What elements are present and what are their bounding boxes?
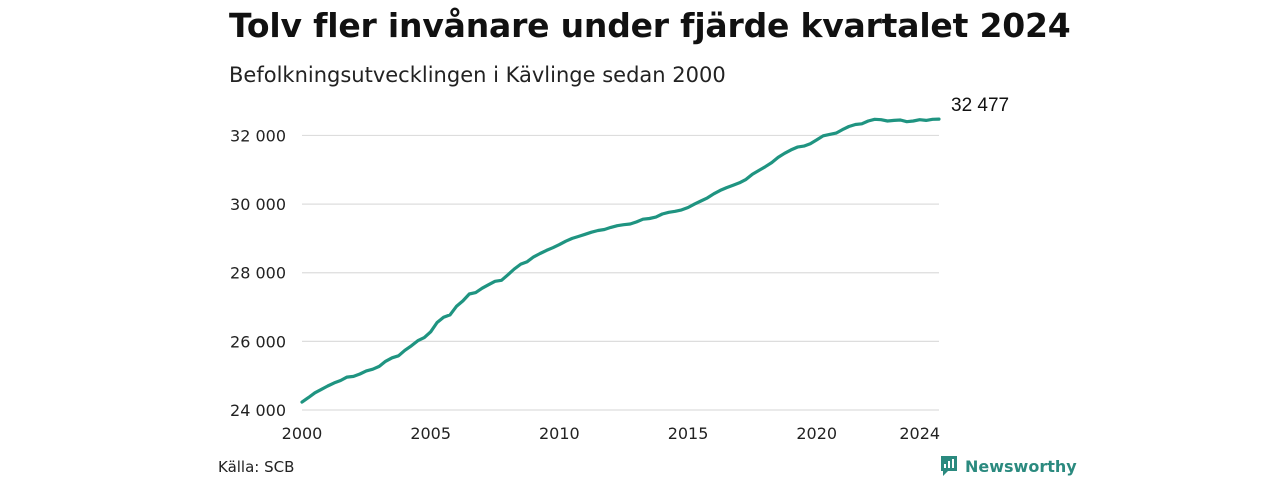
population-line <box>300 117 941 404</box>
y-tick-label: 28 000 <box>230 264 286 283</box>
x-tick-label: 2024 <box>899 424 940 443</box>
x-tick-label: 2000 <box>282 424 323 443</box>
y-tick-label: 30 000 <box>230 195 286 214</box>
chart-title: Tolv fler invånare under fjärde kvartale… <box>229 6 1071 45</box>
x-tick-label: 2010 <box>539 424 580 443</box>
y-tick-label: 26 000 <box>230 332 286 351</box>
newsworthy-logo-icon <box>941 456 957 476</box>
end-value-label: 32 477 <box>951 95 1009 116</box>
source-note: Källa: SCB <box>218 458 295 476</box>
brand-logo: Newsworthy <box>939 455 1077 477</box>
chart-subtitle: Befolkningsutvecklingen i Kävlinge sedan… <box>229 63 726 87</box>
y-tick-label: 32 000 <box>230 126 286 145</box>
brand-name: Newsworthy <box>965 456 1077 476</box>
x-tick-label: 2005 <box>410 424 451 443</box>
x-tick-label: 2015 <box>668 424 709 443</box>
y-tick-label: 24 000 <box>230 401 286 420</box>
x-tick-label: 2020 <box>796 424 837 443</box>
